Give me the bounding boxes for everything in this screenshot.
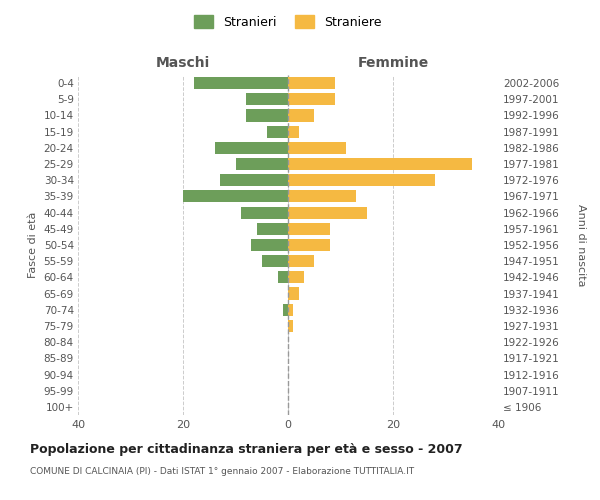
Y-axis label: Fasce di età: Fasce di età xyxy=(28,212,38,278)
Bar xyxy=(257,222,288,235)
Bar xyxy=(288,255,314,268)
Bar xyxy=(277,272,288,283)
Bar xyxy=(246,93,288,106)
Bar xyxy=(288,126,299,138)
Bar xyxy=(262,255,288,268)
Bar xyxy=(215,142,288,154)
Bar xyxy=(288,272,304,283)
Bar xyxy=(288,142,346,154)
Text: COMUNE DI CALCINAIA (PI) - Dati ISTAT 1° gennaio 2007 - Elaborazione TUTTITALIA.: COMUNE DI CALCINAIA (PI) - Dati ISTAT 1°… xyxy=(30,468,414,476)
Bar xyxy=(288,320,293,332)
Bar xyxy=(288,288,299,300)
Bar xyxy=(288,174,435,186)
Bar xyxy=(183,190,288,202)
Text: Popolazione per cittadinanza straniera per età e sesso - 2007: Popolazione per cittadinanza straniera p… xyxy=(30,442,463,456)
Bar xyxy=(288,158,472,170)
Text: Maschi: Maschi xyxy=(156,56,210,70)
Legend: Stranieri, Straniere: Stranieri, Straniere xyxy=(191,11,385,32)
Bar xyxy=(288,206,367,218)
Bar xyxy=(283,304,288,316)
Bar xyxy=(241,206,288,218)
Bar xyxy=(288,222,330,235)
Bar xyxy=(251,239,288,251)
Bar xyxy=(288,93,335,106)
Text: Femmine: Femmine xyxy=(358,56,428,70)
Bar xyxy=(235,158,288,170)
Bar xyxy=(193,77,288,89)
Bar xyxy=(288,77,335,89)
Bar xyxy=(220,174,288,186)
Bar xyxy=(288,110,314,122)
Y-axis label: Anni di nascita: Anni di nascita xyxy=(576,204,586,286)
Bar xyxy=(267,126,288,138)
Bar xyxy=(288,304,293,316)
Bar xyxy=(288,239,330,251)
Bar xyxy=(288,190,356,202)
Bar xyxy=(246,110,288,122)
